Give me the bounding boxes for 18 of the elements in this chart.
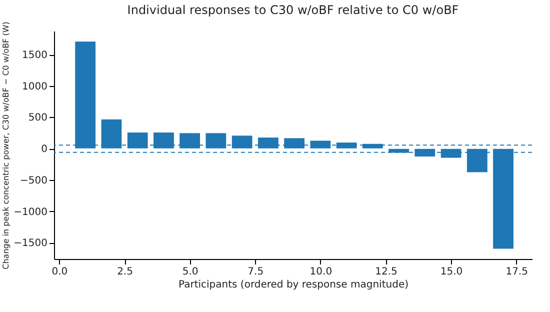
- y-tick-label: 1500: [22, 50, 48, 62]
- x-tick-label: 10.0: [310, 266, 332, 278]
- x-tick-label: 2.5: [117, 266, 133, 278]
- x-tick-label: 12.5: [375, 266, 398, 278]
- x-tick-label: 5.0: [182, 266, 198, 278]
- x-tick-label: 7.5: [248, 266, 264, 278]
- y-tick-label: −1500: [14, 238, 48, 250]
- x-tick-label: 17.5: [506, 266, 528, 278]
- y-tick-label: 0: [41, 144, 48, 156]
- y-tick-label: 500: [28, 112, 48, 124]
- y-tick-label: −500: [20, 175, 48, 186]
- y-tick-label: 1000: [22, 81, 48, 92]
- x-axis-title: Participants (ordered by response magnitude): [178, 280, 409, 290]
- x-tick-label: 15.0: [440, 266, 463, 278]
- y-axis-title: Change in peak concentric power, C30 w/oBF − C0 w/oBF (W): [2, 22, 11, 270]
- chart-title: Individual responses to C30 w/oBF relative to C0 w/oBF: [127, 3, 459, 18]
- x-tick-label: 0.0: [52, 266, 68, 278]
- y-tick-label: −1000: [14, 206, 48, 218]
